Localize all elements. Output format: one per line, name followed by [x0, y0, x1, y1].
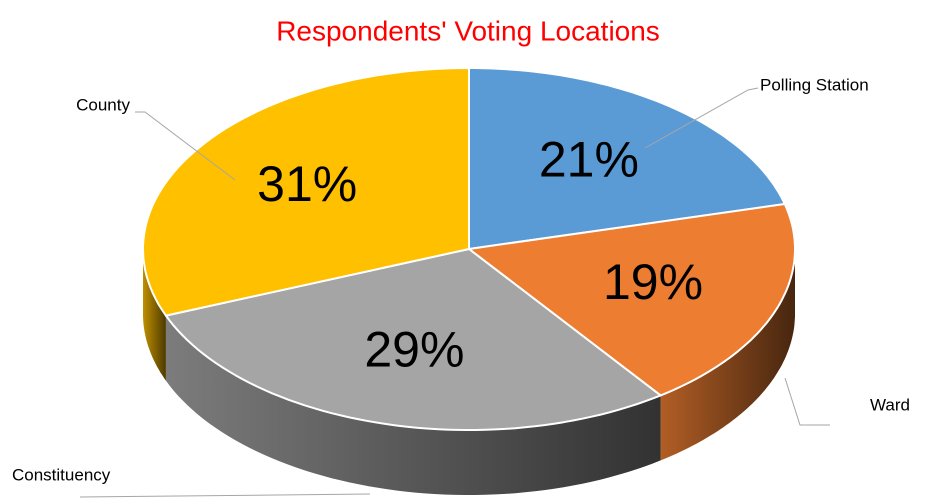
leader-line — [135, 111, 236, 181]
data-label: 19% — [603, 254, 703, 310]
category-label: County — [76, 95, 130, 114]
category-label: Ward — [870, 395, 910, 414]
slice-side — [143, 249, 166, 381]
slice — [142, 67, 470, 317]
slice-side — [165, 315, 661, 495]
leader-line — [644, 87, 759, 149]
category-label: Constituency — [12, 465, 111, 484]
slice — [468, 203, 796, 397]
leader-line — [784, 377, 830, 426]
data-label: 29% — [364, 321, 464, 377]
chart-title: Respondents' Voting Locations — [276, 15, 660, 46]
slice-side — [660, 249, 795, 461]
category-label: Polling Station — [760, 75, 869, 94]
leader-line — [79, 493, 371, 498]
data-label: 31% — [257, 156, 357, 212]
slice — [468, 67, 786, 250]
slice — [164, 248, 662, 431]
data-label: 21% — [539, 131, 639, 187]
